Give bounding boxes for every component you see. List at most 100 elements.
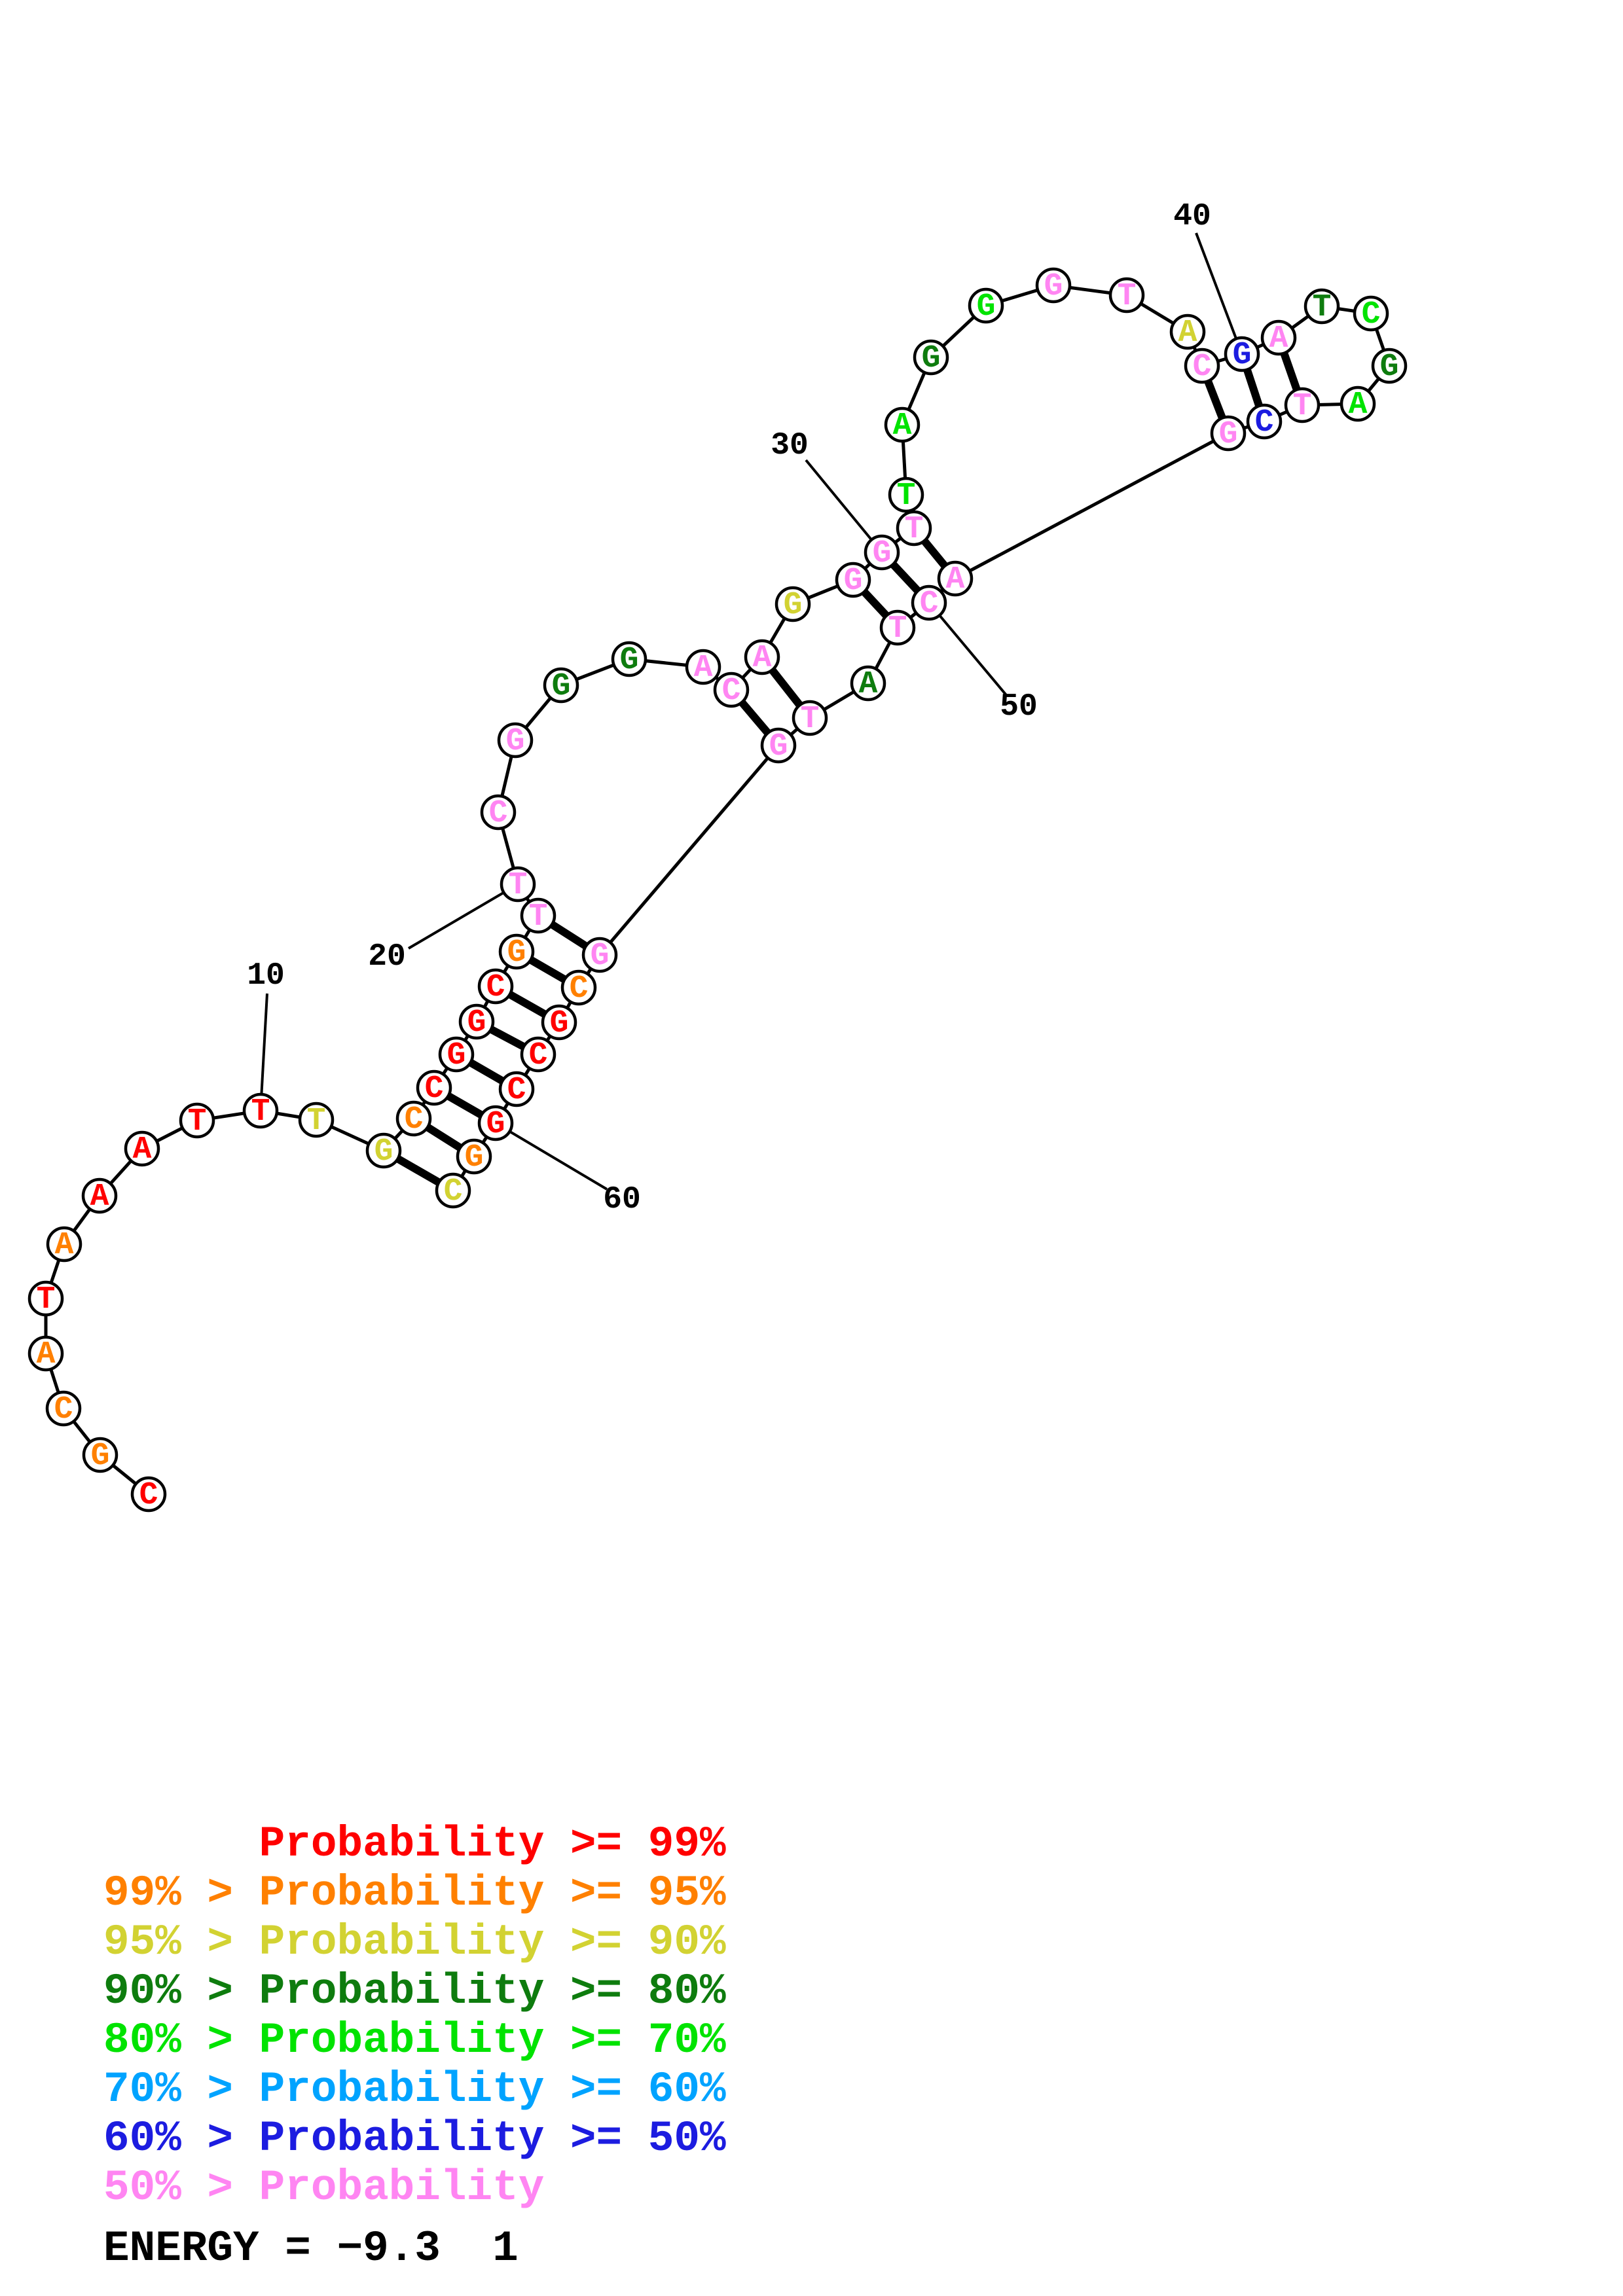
backbone-segment xyxy=(598,744,780,956)
probability-legend: Probability >= 99% 99% > Probability >= 9… xyxy=(103,1820,726,2212)
position-label: 30 xyxy=(771,428,809,463)
nucleotide-letter: G xyxy=(620,643,639,678)
nucleotide-circle xyxy=(775,586,811,622)
nucleotide-letter: G xyxy=(1233,338,1252,373)
nucleotide-letter: A xyxy=(1269,321,1288,357)
nucleotide-circle xyxy=(792,700,828,736)
nucleotide-letter: G xyxy=(507,935,526,971)
nucleotide-circle xyxy=(1371,348,1408,384)
nucleotide-circle xyxy=(1353,295,1389,332)
nucleotide-circle xyxy=(179,1102,215,1139)
nucleotide-letter: C xyxy=(489,796,508,831)
legend-row: Probability >= 99% xyxy=(103,1820,726,1869)
nucleotide-circle xyxy=(879,609,916,646)
legend-row: 90% > Probability >= 80% xyxy=(103,1967,726,2016)
nucleotide-circle xyxy=(713,672,750,708)
label-leader-line xyxy=(259,993,268,1111)
nucleotide-circle xyxy=(1108,277,1145,314)
nucleotide-circle xyxy=(884,406,921,443)
nucleotide-circle xyxy=(937,560,974,597)
label-leader-line xyxy=(805,459,883,554)
legend-row: 70% > Probability >= 60% xyxy=(103,2065,726,2114)
nucleotide-letter: C xyxy=(444,1174,463,1210)
label-leader-line xyxy=(928,601,1008,696)
nucleotide-circle xyxy=(685,649,721,685)
nucleotide-circle xyxy=(1169,314,1206,350)
nucleotide-letter: A xyxy=(1349,387,1368,423)
nucleotide-letter: G xyxy=(550,1006,569,1041)
nucleotide-letter: C xyxy=(920,586,939,622)
nucleotide-letter: G xyxy=(977,289,996,325)
nucleotide-letter: G xyxy=(769,729,788,764)
nucleotide-circle xyxy=(835,562,871,598)
nucleotide-letter: A xyxy=(90,1179,109,1215)
nucleotide-letter: T xyxy=(1313,290,1332,325)
nucleotide-letter: A xyxy=(946,562,965,598)
nucleotide-circle xyxy=(1260,319,1297,356)
nucleotide-letter: C xyxy=(507,1073,526,1108)
nucleotide-letter: C xyxy=(54,1392,73,1427)
nucleotide-letter: G xyxy=(447,1038,466,1073)
nucleotide-circle xyxy=(744,639,780,675)
nucleotide-circle xyxy=(760,727,797,764)
nucleotide-letter: G xyxy=(1044,269,1063,304)
nucleotide-letter: T xyxy=(801,702,820,737)
nucleotide-circle xyxy=(500,866,536,903)
nucleotide-circle xyxy=(395,1100,432,1137)
nucleotide-circle xyxy=(1035,267,1072,304)
nucleotide-circle xyxy=(913,339,949,376)
nucleotide-letter: C xyxy=(1193,350,1212,385)
nucleotide-circle xyxy=(1340,386,1376,422)
nucleotide-letter: C xyxy=(139,1478,158,1513)
nucleotide-circle xyxy=(1184,348,1220,384)
nucleotide-circle xyxy=(864,534,900,571)
nucleotide-letter: G xyxy=(91,1439,110,1474)
nucleotide-letter: A xyxy=(133,1132,152,1168)
label-leader-line xyxy=(494,1122,608,1191)
position-label: 10 xyxy=(247,958,285,994)
legend-row: 99% > Probability >= 95% xyxy=(103,1869,726,1918)
nucleotide-circle xyxy=(611,641,647,677)
nucleotide-letter: C xyxy=(570,971,589,1007)
nucleotide-circle xyxy=(888,476,924,513)
nucleotide-letter: A xyxy=(37,1337,56,1372)
nucleotide-circle xyxy=(1246,403,1283,440)
nucleotide-circle xyxy=(365,1132,402,1169)
nucleotide-circle xyxy=(911,584,947,621)
nucleotide-letter: A xyxy=(55,1228,74,1263)
nucleotide-circle xyxy=(968,287,1004,324)
nucleotide-letter: T xyxy=(188,1104,207,1139)
nucleotide-letter: T xyxy=(1118,279,1137,314)
nucleotide-letter: T xyxy=(37,1282,56,1318)
legend-row: 50% > Probability xyxy=(103,2163,545,2212)
nucleotide-circle xyxy=(477,1105,514,1141)
nucleotide-letter: A xyxy=(753,641,772,676)
nucleotide-circle xyxy=(81,1177,118,1214)
nucleotide-circle xyxy=(438,1036,475,1073)
label-leader-line xyxy=(407,883,519,950)
nucleotide-letter: T xyxy=(897,478,916,514)
nucleotide-letter: G xyxy=(465,1140,484,1175)
nucleotide-letter: T xyxy=(1293,389,1312,424)
label-leader-line xyxy=(1195,232,1243,355)
nucleotide-circle xyxy=(458,1003,495,1040)
nucleotide-letter: A xyxy=(893,408,912,444)
nucleotide-circle xyxy=(45,1390,82,1427)
legend-row: 80% > Probability >= 70% xyxy=(103,2016,726,2065)
nucleotide-letter: T xyxy=(251,1094,270,1130)
legend-row: 60% > Probability >= 50% xyxy=(103,2114,726,2163)
nucleotide-circle xyxy=(520,897,556,934)
nucleotide-letter: G xyxy=(873,536,892,571)
nucleotide-circle xyxy=(543,667,579,704)
nucleotide-letter: G xyxy=(1380,350,1399,385)
nucleotide-circle xyxy=(456,1138,492,1175)
nucleotide-letter: A xyxy=(1178,315,1197,351)
nucleotide-circle xyxy=(1224,336,1260,372)
position-label: 40 xyxy=(1173,199,1211,234)
nucleotide-letter: G xyxy=(486,1107,505,1142)
nucleotide-letter: A xyxy=(859,667,878,702)
nucleotide-letter: G xyxy=(552,669,571,704)
nucleotide-letter: G xyxy=(467,1005,486,1041)
nucleotide-circle xyxy=(46,1226,82,1263)
nucleotide-letter: G xyxy=(922,341,941,376)
